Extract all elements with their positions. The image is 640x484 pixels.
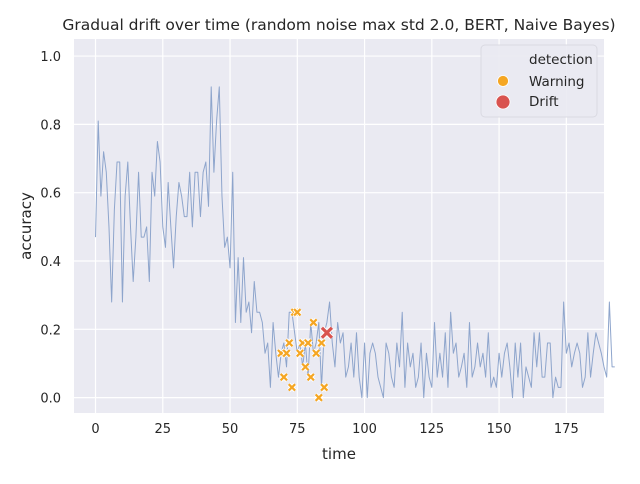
warning-marker (314, 392, 324, 403)
tick-labels: 0 25 50 75 100 125 150 175 0.0 0.2 0.4 0.6 0.8 1.0 (40, 50, 578, 437)
warning-marker (311, 348, 321, 358)
marker-layer (276, 307, 334, 403)
y-tick-label: 0.2 (40, 323, 61, 338)
x-tick-label: 100 (352, 422, 377, 437)
y-axis-label: accuracy (17, 192, 35, 260)
legend-drift-label: Drift (529, 94, 559, 110)
x-tick-label: 0 (91, 422, 99, 437)
y-tick-label: 0.0 (40, 392, 61, 407)
y-tick-label: 0.6 (40, 187, 61, 202)
legend-warning-label: Warning (529, 74, 585, 90)
warning-marker (287, 382, 297, 393)
x-tick-label: 150 (487, 422, 512, 437)
x-tick-label: 75 (289, 422, 306, 437)
legend-warning-marker (497, 75, 509, 87)
warning-marker (292, 307, 302, 317)
x-tick-label: 175 (554, 422, 579, 437)
warning-marker (300, 362, 311, 372)
x-tick-label: 25 (155, 422, 172, 437)
warning-marker (295, 348, 305, 358)
drift-marker (320, 325, 334, 340)
legend-drift-marker (495, 94, 511, 110)
legend-box (480, 44, 598, 118)
y-tick-label: 1.0 (40, 50, 61, 65)
warning-marker (303, 338, 313, 348)
y-tick-label: 0.4 (40, 255, 61, 270)
legend: detection Warning Drift (480, 44, 598, 118)
y-tick-label: 0.8 (40, 118, 61, 133)
warning-marker (306, 372, 316, 382)
warning-marker (316, 338, 327, 348)
accuracy-line (95, 86, 615, 399)
x-axis-label: time (322, 445, 356, 463)
x-tick-label: 125 (419, 422, 444, 437)
x-tick-label: 50 (222, 422, 239, 437)
warning-marker (319, 382, 329, 393)
legend-title: detection (529, 52, 593, 68)
warning-marker (284, 338, 294, 348)
warning-marker (308, 317, 319, 328)
chart-title: Gradual drift over time (random noise ma… (62, 16, 615, 34)
warning-marker (279, 372, 289, 382)
series-layer (95, 86, 615, 399)
warning-marker (281, 348, 292, 358)
